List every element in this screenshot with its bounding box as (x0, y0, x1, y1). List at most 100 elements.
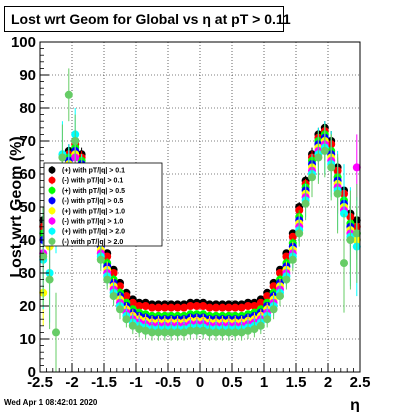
data-point (167, 303, 176, 312)
data-point (263, 292, 272, 301)
legend-swatch (48, 176, 56, 184)
legend-swatch (48, 166, 56, 174)
data-point (256, 321, 265, 330)
data-point (352, 163, 361, 172)
data-point (218, 303, 227, 312)
data-point (122, 315, 131, 324)
data-point (109, 292, 118, 301)
legend-swatch (48, 197, 56, 205)
data-point (160, 303, 169, 312)
data-point (269, 282, 278, 291)
legend: (+) with pT/|q| > 0.1 (-) with pT/|q| > 0… (43, 162, 163, 247)
data-point (231, 328, 240, 337)
data-point (64, 90, 73, 99)
data-point (128, 298, 137, 307)
data-point (173, 328, 182, 337)
data-point (333, 189, 342, 198)
legend-entry: (+) with pT/|q| > 1.0 (62, 208, 125, 215)
x-axis-label: η (350, 397, 360, 412)
data-point (205, 303, 214, 312)
data-point (295, 229, 304, 238)
data-point (199, 326, 208, 335)
legend-entry: (+) with pT/|q| > 0.1 (62, 168, 125, 175)
data-point (282, 252, 291, 261)
data-point (135, 302, 144, 310)
y-tick-label: 60 (19, 166, 36, 183)
x-tick-label: -2.5 (27, 374, 53, 391)
data-point (186, 326, 195, 335)
chart-title: Lost wrt Geom for Global vs η at pT > 0.… (4, 6, 291, 32)
y-tick-label: 20 (19, 298, 36, 315)
legend-entry: (+) with pT/|q| > 0.5 (62, 188, 125, 195)
data-point (128, 321, 137, 330)
x-tick-label: -0.5 (155, 374, 181, 391)
data-point (116, 305, 124, 314)
y-tick-label: 70 (19, 133, 36, 150)
data-point (154, 328, 163, 337)
data-point (96, 255, 105, 264)
data-point (141, 326, 150, 335)
legend-entry: (+) with pT/|q| > 2.0 (62, 229, 125, 236)
data-point (71, 137, 80, 145)
data-point (199, 302, 208, 310)
data-point (320, 146, 329, 155)
data-point (308, 173, 316, 182)
legend-swatch (48, 207, 56, 215)
data-point (346, 236, 355, 244)
data-point (288, 255, 297, 264)
legend-swatch (48, 237, 56, 245)
data-point (167, 328, 176, 337)
data-point (212, 328, 220, 337)
y-tick-label: 80 (19, 100, 36, 117)
y-tick-label: 10 (19, 331, 36, 348)
data-point (180, 303, 188, 312)
data-point (39, 252, 48, 261)
y-tick-label: 0 (28, 364, 36, 381)
data-point (327, 163, 336, 172)
x-tick-label: 0.5 (222, 374, 243, 391)
y-axis-label: Lost wrt Geom (%) (8, 136, 25, 277)
data-point (314, 153, 323, 162)
data-point (237, 303, 246, 312)
data-point (141, 302, 150, 310)
legend-swatch (48, 186, 56, 194)
y-tick-label: 50 (19, 199, 36, 216)
tick-layer: -2.5 -2 -1.5 -1 -0.5 0 0.5 1 1.5 2 2.5 0 10 20 30 40 50 6… (11, 34, 370, 391)
data-point (103, 252, 112, 261)
x-tick-label: 0 (196, 374, 204, 391)
x-tick-label: 2 (324, 374, 332, 391)
data-point (256, 298, 265, 307)
data-point (116, 282, 124, 291)
x-tick-label: 2.5 (350, 374, 371, 391)
legend-entry: (-) with pT/|q| > 0.1 (62, 178, 123, 185)
x-tick-label: 1 (260, 374, 268, 391)
x-tick-label: 1.5 (286, 374, 307, 391)
data-point (340, 259, 348, 268)
data-point (224, 328, 233, 337)
data-point (45, 275, 54, 284)
data-point (52, 328, 60, 337)
series-7 (39, 68, 361, 372)
data-point (173, 303, 182, 312)
legend-swatch (48, 217, 56, 225)
data-point (288, 232, 297, 241)
footer-timestamp: Wed Apr 1 08:42:01 2020 (4, 398, 98, 407)
data-point (263, 315, 272, 324)
data-point (122, 292, 131, 301)
data-point (276, 269, 284, 277)
data-point (244, 326, 252, 335)
data-point (301, 199, 310, 208)
data-point (276, 292, 284, 301)
y-tick-label: 90 (19, 67, 36, 84)
data-point (186, 302, 195, 310)
data-point (269, 305, 278, 314)
y-tick-label: 100 (11, 34, 36, 51)
data-point (160, 328, 169, 337)
data-point (282, 275, 291, 284)
data-point (109, 269, 118, 277)
data-point (192, 302, 201, 310)
legend-entry: (-) with pT/|q| > 0.5 (62, 198, 123, 205)
data-point (58, 153, 67, 162)
data-point (250, 302, 259, 310)
